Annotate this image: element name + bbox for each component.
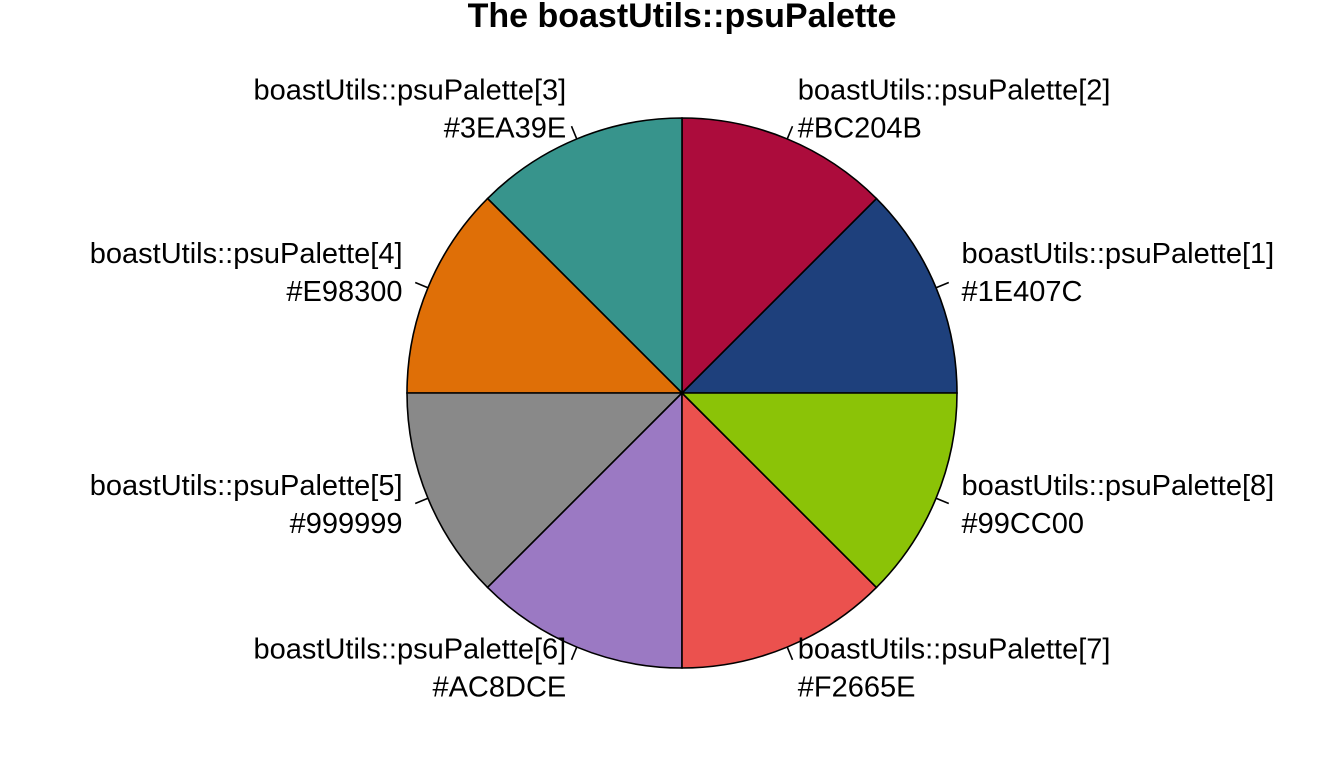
slice-label-name: boastUtils::psuPalette[3] — [254, 75, 567, 107]
slice-label-name: boastUtils::psuPalette[4] — [90, 238, 403, 270]
slice-label-name: boastUtils::psuPalette[7] — [798, 633, 1111, 665]
slice-label-hex: #3EA39E — [444, 113, 567, 145]
slice-label-hex: #99CC00 — [961, 508, 1084, 540]
slice-label-name: boastUtils::psuPalette[5] — [90, 470, 403, 502]
label-leader-line — [786, 646, 794, 661]
label-leader-line — [414, 497, 429, 505]
slice-label-name: boastUtils::psuPalette[1] — [961, 238, 1274, 270]
pie-slice-7 — [681, 391, 878, 669]
label-leader-line — [570, 646, 578, 661]
chart-title: The boastUtils::psuPalette — [468, 0, 897, 35]
pie-slices — [406, 117, 958, 669]
label-leader-line — [570, 125, 578, 140]
slice-label-hex: #BC204B — [798, 113, 922, 145]
slice-label-hex: #AC8DCE — [432, 671, 566, 703]
label-leader-line — [414, 281, 429, 289]
pie-slice-3 — [486, 117, 683, 395]
pie-slice-1 — [680, 197, 958, 394]
slice-label-hex: #E98300 — [286, 276, 402, 308]
pie-slice-8 — [680, 392, 958, 589]
slice-label-name: boastUtils::psuPalette[2] — [798, 75, 1111, 107]
slice-label-name: boastUtils::psuPalette[6] — [254, 633, 567, 665]
slice-label-name: boastUtils::psuPalette[8] — [961, 470, 1274, 502]
label-leader-line — [935, 281, 950, 289]
slice-labels: boastUtils::psuPalette[1]#1E407CboastUti… — [90, 75, 1274, 704]
pie-slice-5 — [406, 392, 684, 589]
pie-slice-6 — [486, 391, 683, 669]
pie-slice-2 — [681, 117, 878, 395]
label-leader-line — [935, 497, 950, 505]
label-leader-line — [786, 125, 794, 140]
slice-label-hex: #999999 — [290, 508, 403, 540]
slice-label-hex: #F2665E — [798, 671, 916, 703]
slice-label-hex: #1E407C — [961, 276, 1082, 308]
pie-slice-4 — [406, 197, 684, 394]
